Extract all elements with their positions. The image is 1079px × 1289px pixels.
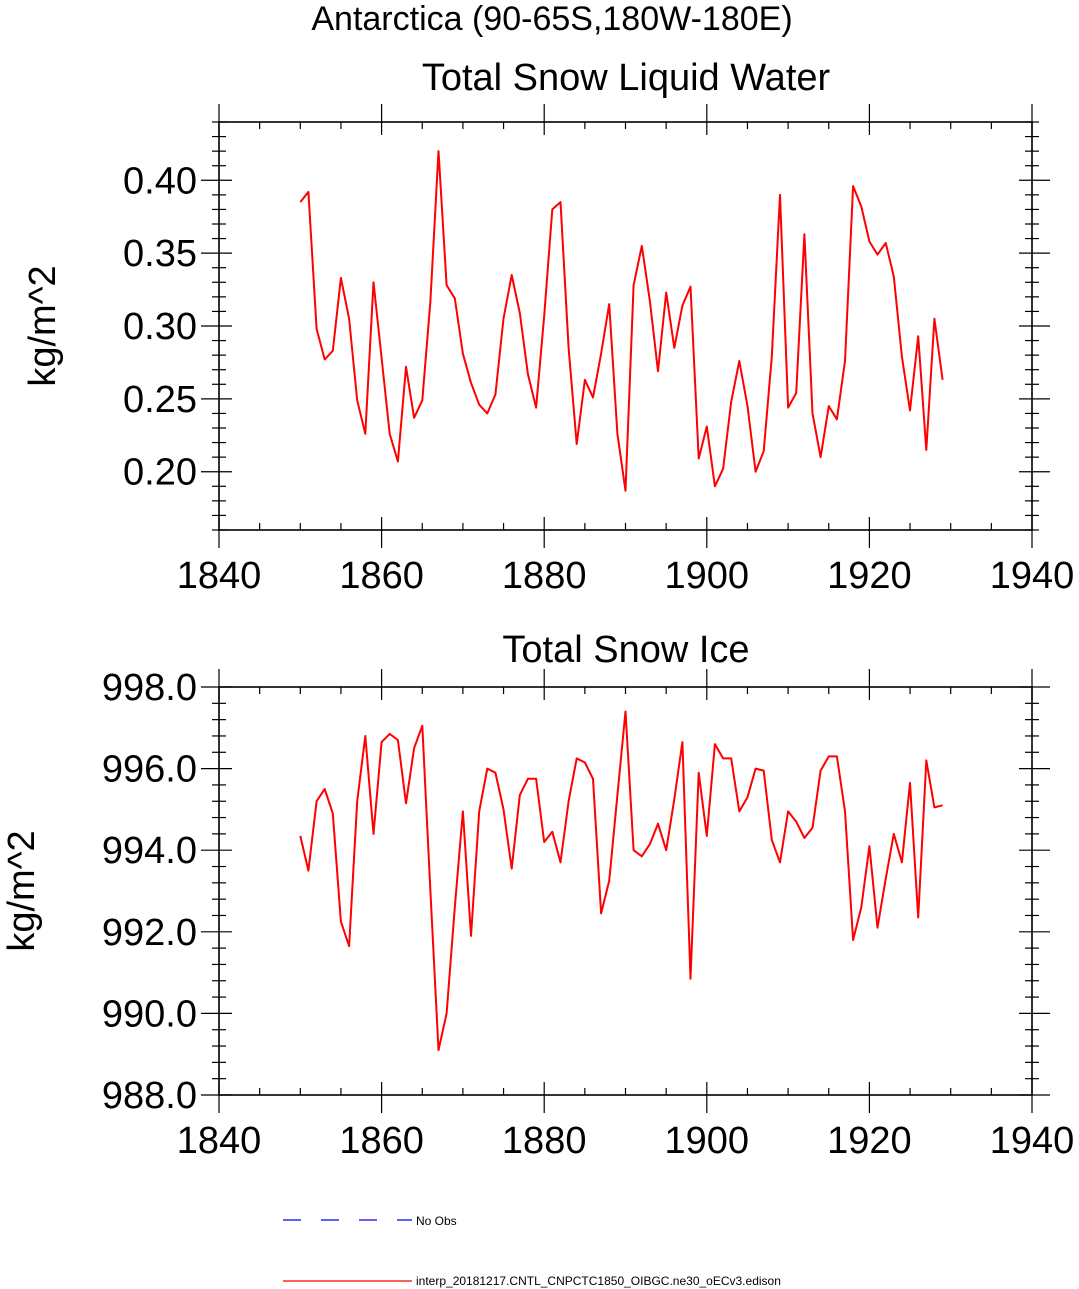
liquid-water-panel: Total Snow Liquid Water kg/m^2 1840 1860 1… bbox=[22, 57, 1074, 597]
legend-no-obs-label: No Obs bbox=[416, 1214, 457, 1228]
x-tick-label: 1940 bbox=[990, 555, 1075, 597]
y-tick-label: 998.0 bbox=[102, 667, 197, 709]
x-tick-label: 1840 bbox=[177, 1120, 262, 1162]
x-tick-label: 1940 bbox=[990, 1120, 1075, 1162]
y-tick-label: 988.0 bbox=[102, 1075, 197, 1117]
liquid-water-ylabel: kg/m^2 bbox=[22, 265, 64, 386]
legend-model-label: interp_20181217.CNTL_CNPCTC1850_OIBGC.ne… bbox=[416, 1274, 781, 1288]
y-tick-label: 996.0 bbox=[102, 749, 197, 791]
y-tick-label: 0.40 bbox=[123, 160, 197, 202]
series-line bbox=[299, 150, 944, 492]
y-tick-label: 0.35 bbox=[123, 233, 197, 275]
series-line bbox=[299, 710, 943, 1052]
liquid-water-title: Total Snow Liquid Water bbox=[422, 57, 831, 99]
x-tick-label: 1900 bbox=[665, 1120, 750, 1162]
y-tick-label: 0.25 bbox=[123, 379, 197, 421]
snow-ice-axes bbox=[201, 669, 1050, 1113]
liquid-water-tick-labels: 1840 1860 1880 1900 1920 1940 0.20 0.25 0.30 0.35… bbox=[123, 160, 1074, 597]
snow-ice-ylabel: kg/m^2 bbox=[1, 830, 43, 951]
snow-ice-series bbox=[299, 710, 943, 1052]
x-tick-label: 1860 bbox=[339, 1120, 424, 1162]
x-tick-label: 1880 bbox=[502, 555, 587, 597]
snow-ice-tick-labels: 1840 1860 1880 1900 1920 1940 988.0 990.0 992.0 9… bbox=[102, 667, 1074, 1162]
y-tick-label: 990.0 bbox=[102, 993, 197, 1035]
snow-ice-panel: Total Snow Ice kg/m^2 1840 1860 1880 1900 19… bbox=[1, 629, 1074, 1162]
x-tick-label: 1920 bbox=[827, 555, 912, 597]
x-tick-label: 1840 bbox=[177, 555, 262, 597]
liquid-water-series bbox=[299, 150, 944, 492]
x-tick-label: 1920 bbox=[827, 1120, 912, 1162]
y-tick-label: 0.20 bbox=[123, 452, 197, 494]
y-tick-label: 994.0 bbox=[102, 830, 197, 872]
x-tick-label: 1900 bbox=[665, 555, 750, 597]
y-tick-label: 0.30 bbox=[123, 306, 197, 348]
x-tick-label: 1860 bbox=[339, 555, 424, 597]
legend: No Obs interp_20181217.CNTL_CNPCTC1850_O… bbox=[283, 1214, 781, 1288]
liquid-water-axes bbox=[201, 104, 1050, 548]
x-tick-label: 1880 bbox=[502, 1120, 587, 1162]
snow-ice-title: Total Snow Ice bbox=[502, 629, 749, 671]
y-tick-label: 992.0 bbox=[102, 912, 197, 954]
plot-frame bbox=[218, 686, 1033, 1096]
figure-title: Antarctica (90-65S,180W-180E) bbox=[311, 0, 792, 38]
